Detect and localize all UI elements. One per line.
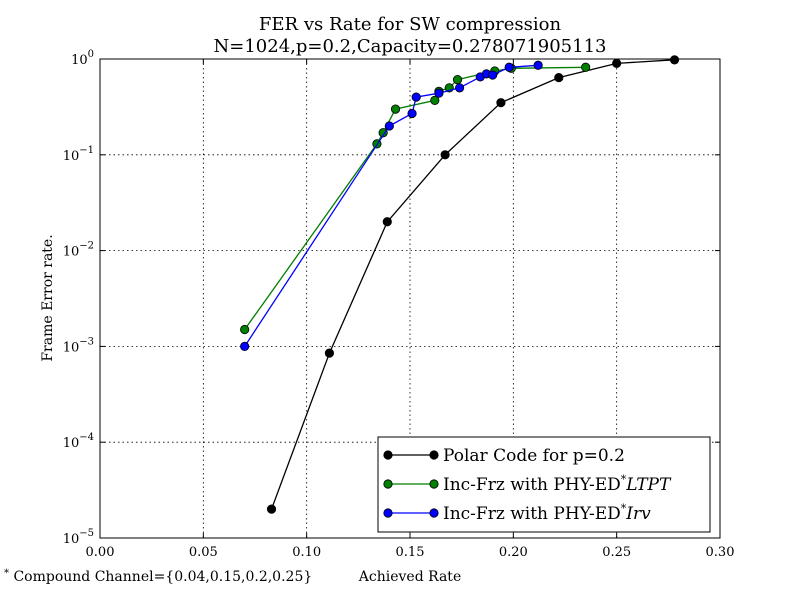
legend-label: Polar Code for p=0.2: [443, 446, 625, 466]
x-axis-label: Achieved Rate: [358, 569, 461, 585]
chart-title: FER vs Rate for SW compression: [259, 14, 562, 35]
data-point: [407, 108, 417, 119]
legend-marker: [429, 479, 439, 489]
grid-lines: [100, 59, 720, 538]
data-point: [504, 62, 514, 72]
legend-marker: [383, 479, 393, 489]
series-line: [270, 59, 675, 510]
plot-frame: [99, 58, 721, 539]
x-tick-label: 0.00: [86, 545, 115, 560]
legend-marker: [383, 508, 393, 518]
legend-entry: Polar Code for p=0.2: [383, 446, 625, 466]
series-2: [240, 60, 543, 351]
data-point: [324, 348, 334, 358]
data-point: [240, 324, 250, 335]
data-point: [384, 121, 394, 131]
series-line: [244, 66, 586, 330]
x-tick-label: 0.30: [706, 545, 735, 560]
data-point: [434, 88, 444, 98]
x-tick-label: 0.10: [292, 545, 321, 560]
data-point: [266, 504, 277, 514]
y-tick-label: 10−2: [63, 241, 94, 260]
legend-marker: [429, 450, 439, 460]
legend: Polar Code for p=0.2 Inc-Frz with PHY-ED*…: [377, 436, 711, 533]
axis-ticks: 0.00 0.05 0.10 0.15 0.20 0.25 0.30 100 10−1 10−2 1…: [63, 49, 735, 560]
data-point: [612, 58, 622, 68]
data-point: [390, 104, 401, 114]
legend-entry: Inc-Frz with PHY-ED*Irv: [383, 502, 651, 524]
series-layer: [240, 55, 680, 514]
data-point: [488, 70, 498, 80]
data-point: [496, 98, 506, 108]
footnote-text: Compound Channel={0.04,0.15,0.2,0.25}: [13, 569, 312, 585]
x-tick-label: 0.20: [499, 545, 528, 560]
legend-label: Inc-Frz with PHY-ED*LTPT: [443, 473, 672, 495]
y-tick-label: 10−3: [63, 336, 94, 355]
y-tick-label: 10−4: [63, 432, 94, 451]
data-point: [533, 60, 543, 70]
data-point: [454, 83, 465, 93]
legend-entry: Inc-Frz with PHY-ED*LTPT: [383, 473, 672, 495]
y-tick-label: 10−5: [63, 528, 94, 547]
series-0: [266, 55, 680, 514]
y-tick-label: 100: [71, 49, 94, 68]
x-tick-label: 0.05: [189, 545, 218, 560]
data-point: [430, 95, 440, 105]
y-axis-label: Frame Error rate.: [40, 234, 56, 361]
chart-subtitle: N=1024,p=0.2,Capacity=0.278071905113: [214, 36, 607, 57]
data-point: [378, 128, 388, 138]
y-tick-label: 10−1: [63, 145, 94, 164]
legend-marker: [383, 450, 393, 460]
data-point: [452, 74, 463, 85]
compound-channel-footnote: * Compound Channel={0.04,0.15,0.2,0.25}: [4, 564, 312, 585]
data-point: [554, 72, 564, 83]
data-point: [411, 92, 421, 102]
data-point: [382, 217, 392, 227]
data-point: [669, 55, 680, 65]
legend-marker: [429, 508, 439, 518]
legend-label: Inc-Frz with PHY-ED*Irv: [443, 502, 651, 524]
data-point: [581, 62, 591, 72]
data-point: [440, 150, 450, 160]
data-point: [240, 341, 250, 351]
footnote-asterisk: *: [4, 568, 9, 579]
x-tick-label: 0.25: [602, 545, 631, 560]
x-tick-label: 0.15: [396, 545, 425, 560]
